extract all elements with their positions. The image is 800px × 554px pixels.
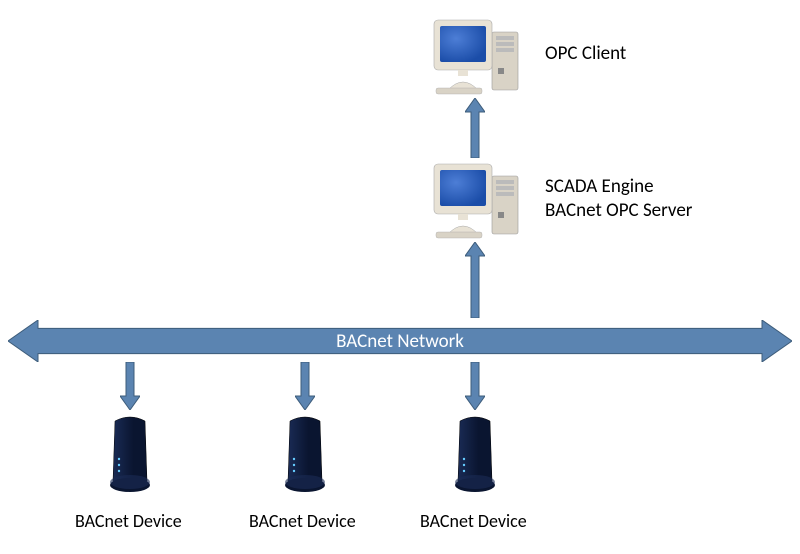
label-opc-client: OPC Client [545,42,626,65]
arrow-to-device-2 [295,362,315,415]
computer-opc-client [430,18,522,101]
bacnet-device-2 [280,415,330,500]
arrow-to-device-3 [465,362,485,415]
arrow-network-to-server [465,242,485,323]
device-label-3: BACnet Device [420,510,527,532]
arrow-server-to-client [465,98,485,163]
label-scada-line1: SCADA Engine [545,175,654,198]
computer-scada-server [430,162,522,245]
device-label-1: BACnet Device [75,510,182,532]
bacnet-device-1 [105,415,155,500]
device-label-2: BACnet Device [249,510,356,532]
label-scada-line2: BACnet OPC Server [545,199,692,222]
bacnet-network-bus: BACnet Network [8,320,792,362]
bacnet-device-3 [450,415,500,500]
arrow-to-device-1 [120,362,140,415]
network-bar-label: BACnet Network [336,330,464,353]
